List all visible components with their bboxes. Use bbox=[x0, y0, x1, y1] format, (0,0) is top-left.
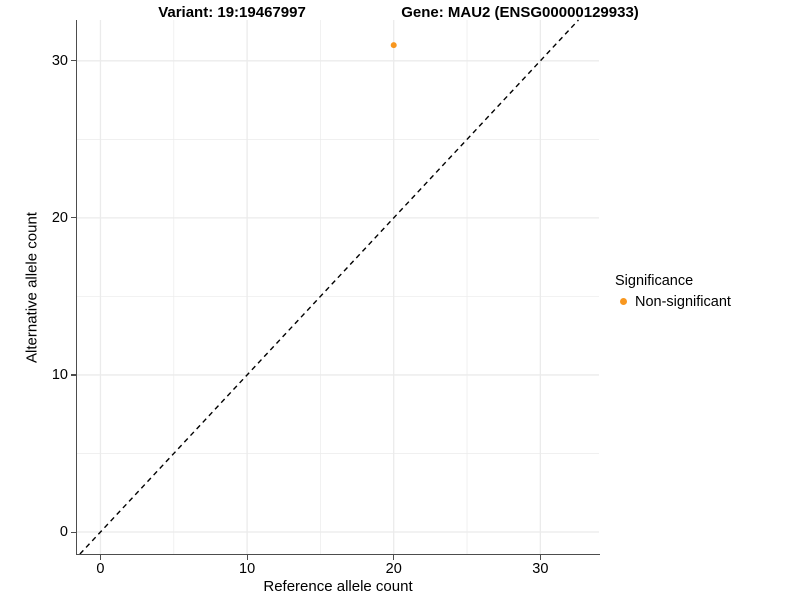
x-tick-label: 0 bbox=[96, 561, 105, 577]
title-row: Variant: 19:19467997 Gene: MAU2 (ENSG000… bbox=[0, 0, 800, 26]
y-tick-label: 10 bbox=[51, 366, 68, 383]
y-axis-line bbox=[76, 20, 78, 555]
legend: Significance Non-significant bbox=[615, 272, 795, 310]
legend-item[interactable]: Non-significant bbox=[615, 293, 795, 310]
gene-title: Gene: MAU2 (ENSG00000129933) bbox=[401, 4, 639, 21]
x-axis-line bbox=[76, 553, 600, 555]
variant-title: Variant: 19:19467997 bbox=[158, 4, 306, 21]
legend-item-label: Non-significant bbox=[635, 293, 731, 310]
y-tick-mark bbox=[71, 217, 76, 219]
x-tick-mark bbox=[246, 554, 248, 560]
x-tick-label: 20 bbox=[385, 561, 402, 577]
legend-title: Significance bbox=[615, 273, 694, 289]
plot-panel bbox=[77, 19, 599, 555]
y-axis-title: Alternative allele count bbox=[23, 212, 41, 363]
y-tick-label: 0 bbox=[59, 524, 68, 540]
y-tick-label: 20 bbox=[51, 209, 68, 226]
legend-dot-icon bbox=[615, 293, 632, 310]
y-tick-mark bbox=[71, 531, 76, 533]
x-tick-mark bbox=[393, 554, 395, 560]
reference-diagonal-line bbox=[79, 19, 579, 555]
data-point[interactable] bbox=[390, 42, 397, 49]
y-tick-label: 30 bbox=[51, 52, 68, 69]
x-tick-label: 10 bbox=[239, 561, 256, 577]
x-axis-title: Reference allele count bbox=[263, 578, 413, 595]
grid-lines bbox=[77, 20, 599, 554]
y-tick-mark bbox=[71, 60, 76, 62]
data-layer bbox=[79, 19, 579, 555]
x-tick-mark bbox=[99, 554, 102, 560]
x-tick-label: 30 bbox=[532, 561, 549, 577]
x-tick-mark bbox=[539, 554, 541, 560]
legend-items: Non-significant bbox=[615, 293, 795, 310]
y-tick-mark bbox=[71, 374, 76, 376]
